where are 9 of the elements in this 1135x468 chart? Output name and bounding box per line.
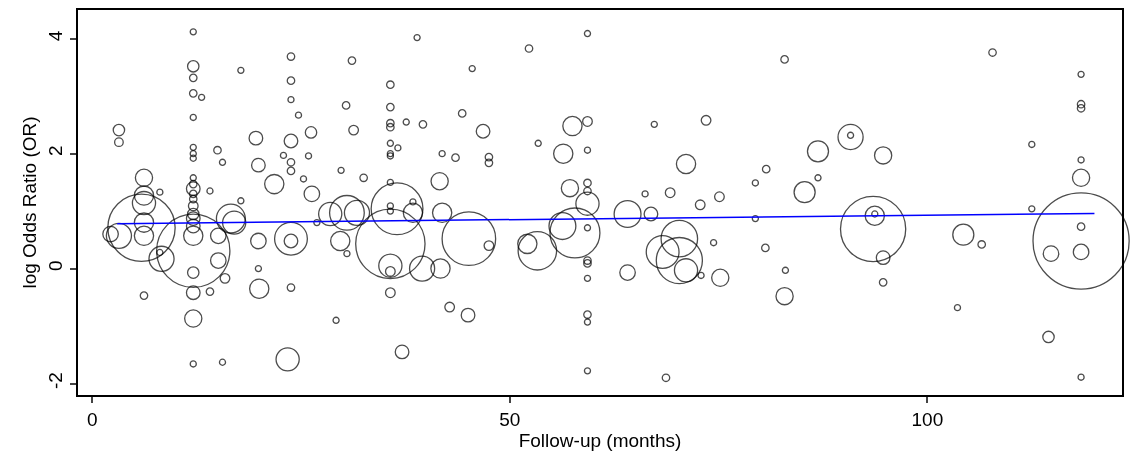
x-tick-label: 0 <box>86 408 98 430</box>
x-tick-label: 100 <box>911 408 944 430</box>
y-axis-title: log Odds Ratio (OR) <box>18 116 40 289</box>
y-tick-label: 2 <box>45 145 67 157</box>
y-tick-label: -2 <box>45 372 67 390</box>
x-axis-title: Follow-up (months) <box>518 429 682 451</box>
y-tick-label: 4 <box>45 30 67 42</box>
y-tick-label: 0 <box>45 260 67 272</box>
x-tick-label: 50 <box>499 408 521 430</box>
